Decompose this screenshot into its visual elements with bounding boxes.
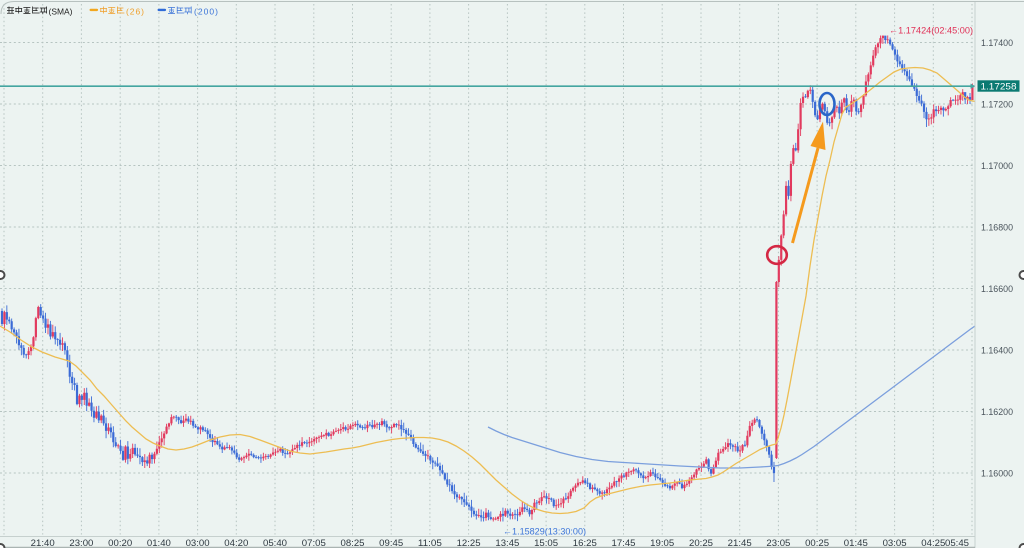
svg-text:01:40: 01:40 [147,538,171,548]
svg-text:13:45: 13:45 [495,538,519,548]
svg-text:←1.17424(02:45:00): ←1.17424(02:45:00) [889,26,973,37]
svg-text:1.16000: 1.16000 [981,468,1013,479]
svg-text:01:45: 01:45 [844,538,868,548]
svg-text:17:45: 17:45 [612,538,636,548]
svg-text:1.16600: 1.16600 [981,284,1013,295]
svg-text:04:20: 04:20 [224,538,248,548]
svg-text:03:00: 03:00 [186,538,210,548]
svg-text:05:40: 05:40 [263,538,287,548]
svg-text:08:25: 08:25 [341,538,365,548]
svg-text:(26): (26) [126,6,144,16]
svg-text:1.16400: 1.16400 [981,345,1013,356]
svg-text:07:05: 07:05 [302,538,326,548]
svg-text:←1.15829(13:30:00): ←1.15829(13:30:00) [503,527,586,538]
svg-text:12:25: 12:25 [457,538,481,548]
svg-text:1.16200: 1.16200 [981,407,1013,418]
svg-text:19:05: 19:05 [650,538,674,548]
svg-text:21:40: 21:40 [31,538,55,548]
svg-text:11:05: 11:05 [418,538,442,548]
svg-text:15:05: 15:05 [534,538,558,548]
svg-text:(200): (200) [194,6,218,16]
svg-text:(SMA): (SMA) [49,6,73,16]
svg-text:20:25: 20:25 [689,538,713,548]
svg-text:23:00: 23:00 [69,538,93,548]
svg-text:21:45: 21:45 [728,538,752,548]
svg-text:1.17400: 1.17400 [981,38,1013,49]
svg-text:04:25: 04:25 [921,538,945,548]
svg-text:1.17258: 1.17258 [981,81,1017,92]
svg-text:1.16800: 1.16800 [981,222,1013,233]
svg-text:00:20: 00:20 [108,538,132,548]
svg-text:05:45: 05:45 [945,538,969,548]
svg-text:00:25: 00:25 [805,538,829,548]
svg-text:1.17200: 1.17200 [981,99,1013,110]
svg-text:16:25: 16:25 [573,538,597,548]
svg-text:1.17000: 1.17000 [981,161,1013,172]
svg-text:03:05: 03:05 [883,538,907,548]
svg-text:23:05: 23:05 [766,538,790,548]
svg-text:09:45: 09:45 [379,538,403,548]
